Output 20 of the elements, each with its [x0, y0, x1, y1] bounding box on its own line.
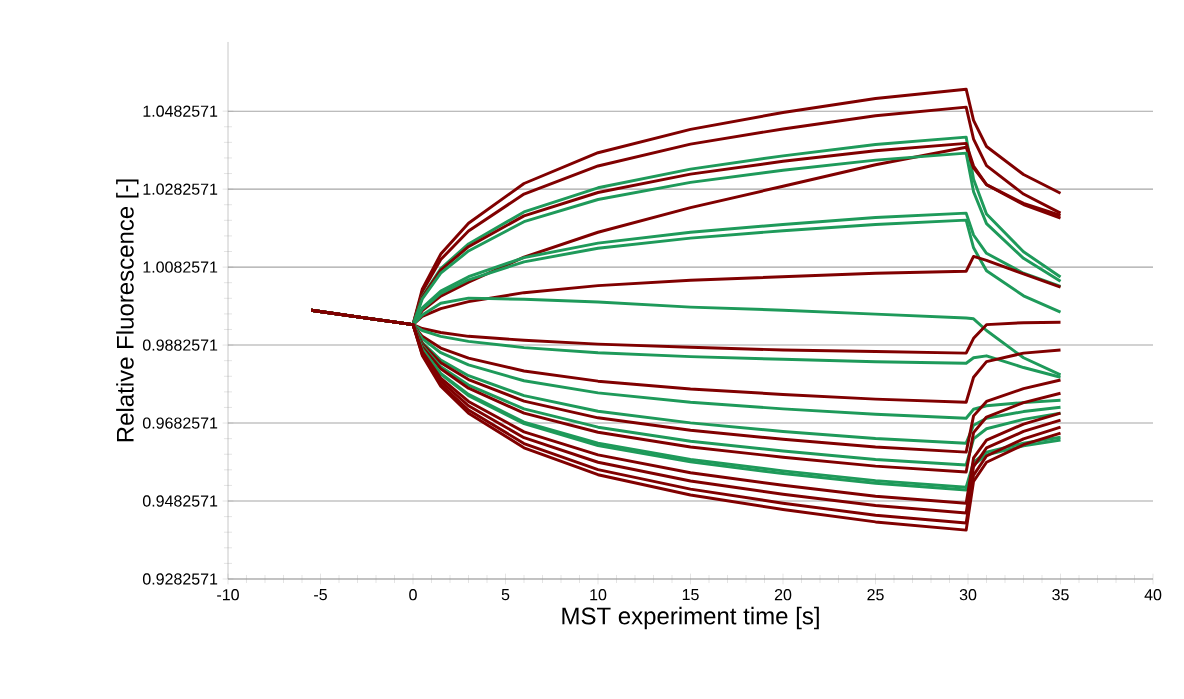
y-tick-label: 1.0282571 — [143, 183, 218, 195]
x-tick-label: 20 — [774, 589, 792, 601]
x-tick-label: 10 — [590, 589, 607, 601]
y-tick-label: 0.9882571 — [142, 339, 218, 351]
y-tick-label: 1.0482571 — [143, 105, 218, 117]
x-tick-label: 15 — [682, 589, 699, 601]
x-tick-label: 35 — [1052, 589, 1069, 601]
x-tick-label: 5 — [501, 589, 510, 601]
x-tick-label: 40 — [1144, 589, 1162, 601]
x-tick-label: 25 — [867, 589, 884, 601]
x-tick-label: -10 — [217, 589, 239, 601]
y-tick-label: 1.0082571 — [143, 261, 218, 273]
y-tick-label: 0.9482571 — [142, 495, 218, 507]
y-tick-label: 0.9682571 — [142, 417, 218, 429]
x-axis-title: MST experiment time [s] — [562, 606, 819, 630]
x-tick-label: -5 — [314, 589, 327, 601]
x-tick-label: 0 — [409, 589, 417, 601]
x-tick-label: 30 — [959, 589, 977, 601]
y-axis-title: Relative Fluorescence [-] — [116, 179, 139, 442]
y-tick-label: 0.9282571 — [142, 573, 218, 585]
